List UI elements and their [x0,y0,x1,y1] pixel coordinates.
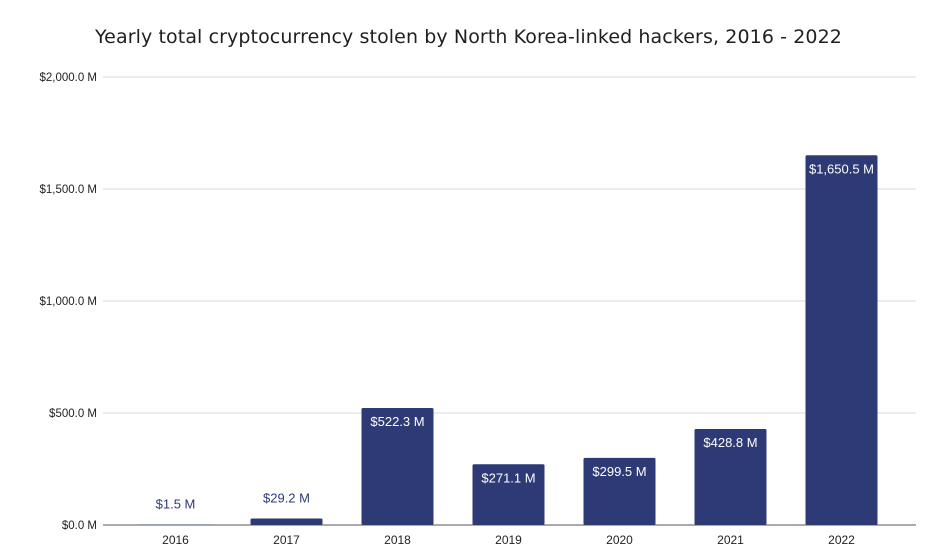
data-label: $1.5 M [156,497,196,512]
bar-2021 [694,428,767,525]
x-axis-tick-labels: 2016 2017 2018 2019 2020 2021 2022 [162,533,855,547]
data-label: $299.5 M [592,464,646,479]
y-tick-label: $1,000.0 M [39,296,97,308]
x-tick-label: 2018 [384,533,411,547]
x-tick-label: 2016 [162,533,189,547]
data-label: $29.2 M [263,490,310,505]
data-labels: $1.5 M $29.2 M $522.3 M $271.1 M $299.5 M $42… [156,161,874,511]
bar-2019 [472,464,545,525]
bar-2017 [250,518,323,525]
bar-2022 [805,155,878,525]
bar-2018 [361,408,434,525]
data-label: $522.3 M [370,414,424,429]
data-label: $428.8 M [703,435,757,450]
y-tick-label: $0.0 M [62,520,97,532]
x-tick-label: 2019 [495,533,522,547]
x-tick-label: 2017 [273,533,300,547]
y-axis-tick-labels: $0.0 M $500.0 M $1,000.0 M $1,500.0 M $2,000… [39,72,97,532]
x-tick-label: 2021 [717,533,744,547]
y-tick-label: $1,500.0 M [39,184,97,196]
bar-2020 [583,457,656,525]
data-label: $271.1 M [481,470,535,485]
bars [139,155,878,525]
gridlines [103,76,916,526]
x-tick-label: 2022 [828,533,855,547]
chart-title: Yearly total cryptocurrency stolen by No… [95,26,842,48]
y-tick-label: $500.0 M [49,408,97,420]
data-label: $1,650.5 M [809,161,874,176]
y-tick-label: $2,000.0 M [39,72,97,84]
x-tick-label: 2020 [606,533,633,547]
